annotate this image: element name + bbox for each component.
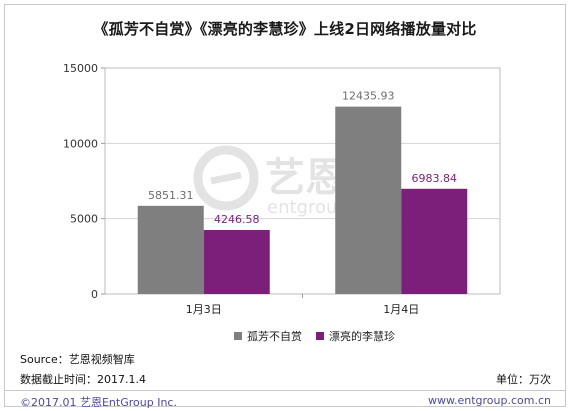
legend-item-series-2: 漂亮的李慧珍	[316, 328, 395, 344]
y-tick-label-0: 0	[91, 288, 98, 301]
chart-title-box: 《孤芳不自赏》《漂亮的李慧珍》上线2日网络播放量对比	[5, 5, 565, 51]
data-label-series-1-cat-2: 12435.93	[342, 90, 395, 103]
data-cutoff-note: 数据截止时间：2017.1.4	[20, 373, 146, 386]
chart-frame: 《孤芳不自赏》《漂亮的李慧珍》上线2日网络播放量对比 艺恩 entgroup 0…	[4, 4, 566, 409]
y-tick-label-15000: 15000	[63, 62, 98, 75]
chart-title: 《孤芳不自赏》《漂亮的李慧珍》上线2日网络播放量对比	[93, 19, 477, 38]
watermark-cn: 艺恩	[265, 155, 345, 201]
unit-note: 单位：万次	[496, 373, 551, 386]
legend-label-series-2: 漂亮的李慧珍	[329, 330, 395, 343]
x-tick-label-2: 1月4日	[383, 303, 419, 316]
legend-label-series-1: 孤芳不自赏	[247, 330, 302, 343]
legend-swatch-series-1	[234, 332, 242, 340]
data-label-series-1-cat-1: 5851.31	[148, 189, 194, 202]
bar-series-1-cat-2	[335, 106, 402, 294]
x-tick-label-1: 1月3日	[186, 303, 222, 316]
bar-series-1-cat-1	[137, 205, 204, 294]
source-note: Source：艺恩视频智库	[20, 353, 135, 366]
y-tick-label-5000: 5000	[70, 213, 98, 226]
y-tick-label-10000: 10000	[63, 137, 98, 150]
website-link[interactable]: www.entgroup.com.cn	[428, 394, 551, 407]
bar-series-2-cat-1	[203, 230, 270, 294]
watermark-logo-icon	[193, 145, 259, 211]
copyright: ©2017.01 艺恩EntGroup Inc.	[20, 396, 177, 409]
legend-swatch-series-2	[316, 332, 324, 340]
legend-item-series-1: 孤芳不自赏	[234, 328, 302, 344]
data-label-series-2-cat-2: 6983.84	[412, 172, 458, 185]
bar-series-2-cat-2	[401, 188, 468, 294]
watermark-en: entgroup	[267, 197, 349, 218]
legend: 孤芳不自赏 漂亮的李慧珍	[234, 328, 395, 344]
footer-divider	[5, 390, 565, 391]
bar-chart: 0 5000 10000 15000 5851.31 4246.58 1月3日 12435.9…	[63, 62, 501, 316]
data-label-series-2-cat-1: 4246.58	[214, 213, 260, 226]
